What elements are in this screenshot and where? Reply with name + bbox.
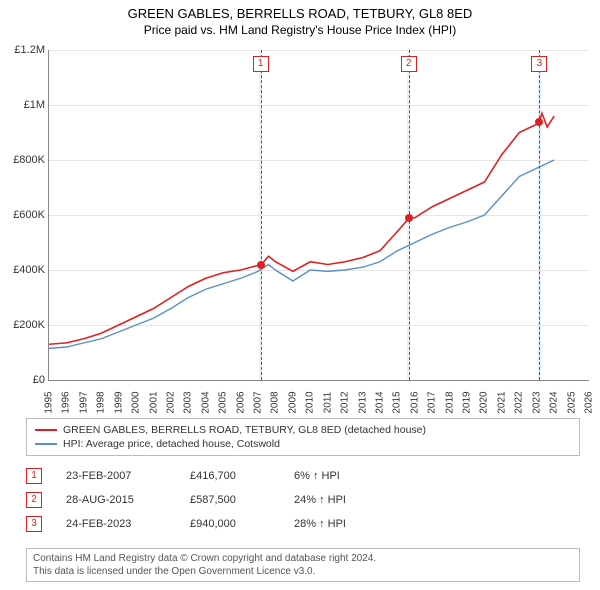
x-axis-label: 2016 [409,391,420,413]
legend-item-property: GREEN GABLES, BERRELLS ROAD, TETBURY, GL… [35,423,571,437]
x-axis-label: 1995 [44,391,55,413]
legend-box: GREEN GABLES, BERRELLS ROAD, TETBURY, GL… [26,418,580,456]
chart-title: GREEN GABLES, BERRELLS ROAD, TETBURY, GL… [0,6,600,21]
plot-area: £0£200K£400K£600K£800K£1M£1.2M1995199619… [48,50,589,381]
x-axis-label: 2002 [165,391,176,413]
series-line [49,160,554,348]
x-axis-label: 2006 [235,391,246,413]
marker-dashline [539,50,540,380]
x-axis-label: 2020 [479,391,490,413]
row-pct: 28% ↑ HPI [294,518,394,530]
x-axis-label: 2001 [148,391,159,413]
y-axis-label: £800K [5,154,45,166]
series-line [49,113,554,344]
y-axis-label: £400K [5,264,45,276]
data-row: 2 28-AUG-2015 £587,500 24% ↑ HPI [26,488,580,512]
row-price: £416,700 [190,470,270,482]
x-axis-label: 2023 [531,391,542,413]
x-axis-label: 2014 [374,391,385,413]
row-date: 23-FEB-2007 [66,470,166,482]
x-axis-label: 2018 [444,391,455,413]
x-axis-label: 2000 [131,391,142,413]
x-axis-label: 2007 [253,391,264,413]
y-axis-label: £600K [5,209,45,221]
x-axis-label: 2011 [322,392,333,414]
marker-box: 3 [531,56,547,72]
x-axis-label: 2010 [305,391,316,413]
legend-swatch-blue [35,443,57,445]
x-axis-label: 2013 [357,391,368,413]
marker-dot [257,261,265,269]
y-axis-label: £1.2M [5,44,45,56]
marker-badge: 1 [26,468,42,484]
x-axis-label: 2015 [392,391,403,413]
x-axis-label: 2025 [566,391,577,413]
footer-line-1: Contains HM Land Registry data © Crown c… [33,552,573,565]
x-axis-label: 2012 [340,391,351,413]
footer-line-2: This data is licensed under the Open Gov… [33,565,573,578]
x-axis-label: 2019 [462,391,473,413]
y-axis-label: £200K [5,319,45,331]
chart-subtitle: Price paid vs. HM Land Registry's House … [0,23,600,37]
row-date: 24-FEB-2023 [66,518,166,530]
marker-box: 2 [401,56,417,72]
x-axis-label: 2022 [514,391,525,413]
x-axis-label: 2009 [287,391,298,413]
x-axis-label: 2024 [549,391,560,413]
x-axis-label: 2021 [496,391,507,413]
data-row: 1 23-FEB-2007 £416,700 6% ↑ HPI [26,464,580,488]
x-axis-label: 1997 [78,391,89,413]
x-axis-label: 2005 [218,391,229,413]
x-axis-label: 2003 [183,391,194,413]
marker-badge: 3 [26,516,42,532]
legend-item-hpi: HPI: Average price, detached house, Cots… [35,437,571,451]
x-axis-label: 1998 [96,391,107,413]
row-pct: 6% ↑ HPI [294,470,394,482]
data-rows: 1 23-FEB-2007 £416,700 6% ↑ HPI 2 28-AUG… [26,464,580,536]
marker-dashline [261,50,262,380]
marker-dot [535,118,543,126]
data-row: 3 24-FEB-2023 £940,000 28% ↑ HPI [26,512,580,536]
title-block: GREEN GABLES, BERRELLS ROAD, TETBURY, GL… [0,0,600,41]
legend-label-hpi: HPI: Average price, detached house, Cots… [63,438,280,450]
footer-box: Contains HM Land Registry data © Crown c… [26,548,580,582]
legend-swatch-red [35,429,57,431]
row-price: £940,000 [190,518,270,530]
row-date: 28-AUG-2015 [66,494,166,506]
x-axis-label: 2017 [427,391,438,413]
chart-svg [49,50,589,380]
row-pct: 24% ↑ HPI [294,494,394,506]
y-axis-label: £1M [5,99,45,111]
y-axis-label: £0 [5,374,45,386]
legend-label-property: GREEN GABLES, BERRELLS ROAD, TETBURY, GL… [63,424,426,436]
x-axis-label: 2004 [200,391,211,413]
x-axis-label: 1999 [113,391,124,413]
row-price: £587,500 [190,494,270,506]
marker-box: 1 [253,56,269,72]
x-axis-label: 1996 [61,391,72,413]
x-axis-label: 2008 [270,391,281,413]
x-axis-label: 2026 [584,391,595,413]
marker-badge: 2 [26,492,42,508]
marker-dot [405,214,413,222]
